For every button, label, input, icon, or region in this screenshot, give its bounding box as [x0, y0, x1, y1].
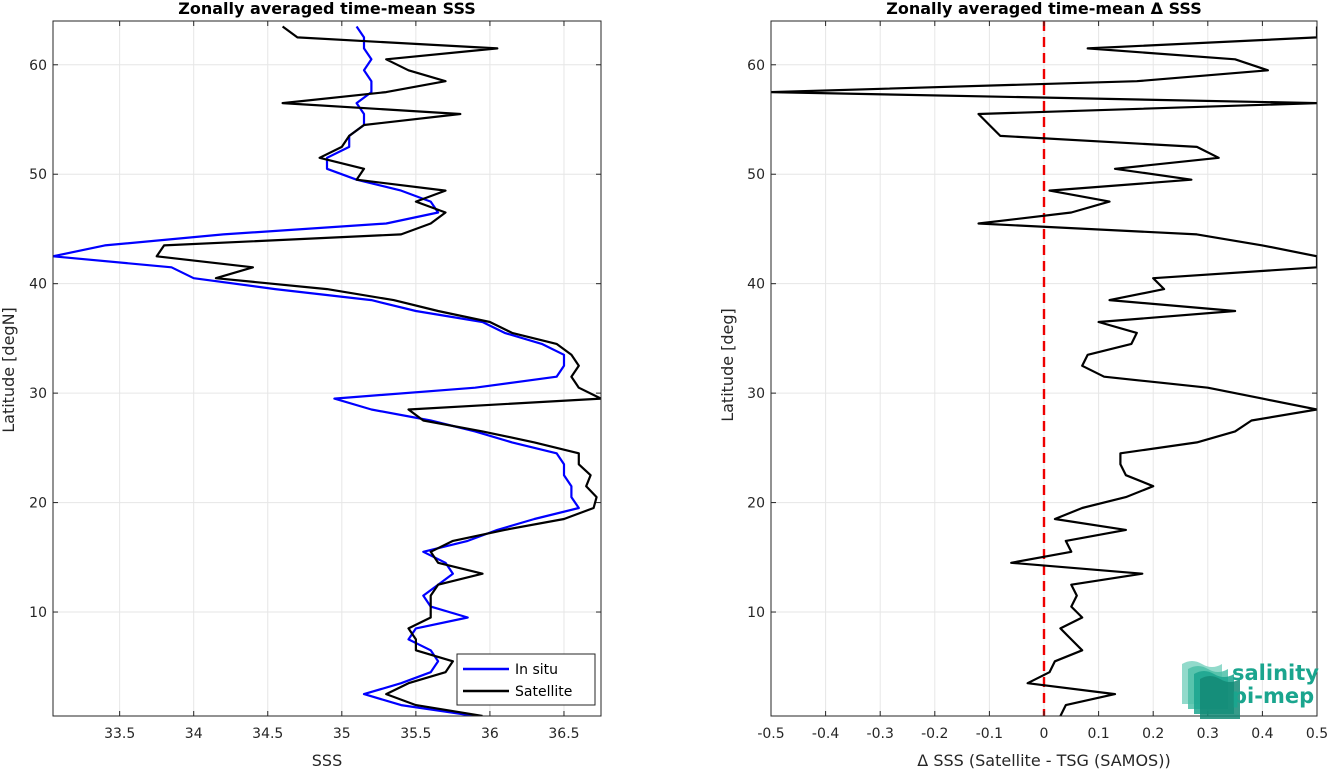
logo-wave-shape	[1200, 676, 1240, 719]
right-x-tick-label: 0.3	[1197, 726, 1219, 742]
right-x-tick-label: 0.4	[1251, 726, 1273, 742]
right-x-tick-label: 0.5	[1306, 726, 1328, 742]
right-x-tick-label: -0.1	[976, 726, 1003, 742]
right-y-axis-label: Latitude [deg]	[718, 308, 737, 422]
right-x-tick-label: 0	[1040, 726, 1049, 742]
left-y-tick-label: 50	[29, 167, 47, 183]
right-y-tick-label: 50	[747, 167, 765, 183]
salinity-pi-mep-logo: salinity pi-mep	[1182, 661, 1319, 719]
right-y-tick-label: 30	[747, 386, 765, 402]
legend-in-situ-label: In situ	[515, 662, 558, 678]
left-y-tick-label: 20	[29, 496, 47, 512]
right-x-tick-label: -0.4	[812, 726, 839, 742]
left-x-tick-label: 36	[481, 726, 499, 742]
left-y-tick-label: 60	[29, 58, 47, 74]
left-ticks: 33.5 34 34.5 35 35.5 36 36.5 10 20 30 40 50 60	[29, 21, 601, 742]
right-ticks: -0.5 -0.4 -0.3 -0.2 -0.1 0 0.1 0.2 0.3 0.4 0.5 10 20…	[747, 21, 1328, 742]
left-in-situ-line	[53, 25, 580, 716]
left-x-tick-label: 34	[185, 726, 203, 742]
right-y-tick-label: 20	[747, 496, 765, 512]
right-chart: -0.5 -0.4 -0.3 -0.2 -0.1 0 0.1 0.2 0.3 0.4 0.5 10 20…	[718, 0, 1328, 769]
left-y-tick-label: 30	[29, 386, 47, 402]
left-x-axis-label: SSS	[312, 751, 342, 769]
left-x-tick-label: 36.5	[548, 726, 579, 742]
left-chart: 33.5 34 34.5 35 35.5 36 36.5 10 20 30 40 50 60 Zonal…	[0, 0, 602, 769]
right-y-tick-label: 40	[747, 277, 765, 293]
right-x-tick-label: 0.2	[1142, 726, 1164, 742]
legend-box	[456, 653, 596, 706]
legend-satellite-label: Satellite	[515, 684, 572, 700]
left-x-tick-label: 34.5	[252, 726, 283, 742]
right-series	[771, 21, 1317, 716]
left-plot-area	[53, 21, 601, 716]
left-x-tick-label: 35.5	[400, 726, 431, 742]
legend: In situ Satellite	[456, 653, 596, 706]
left-series	[53, 25, 601, 716]
left-y-axis-label: Latitude [degN]	[0, 307, 18, 433]
left-x-tick-label: 33.5	[104, 726, 135, 742]
logo-text-salinity: salinity	[1232, 661, 1319, 685]
right-y-tick-label: 60	[747, 58, 765, 74]
left-grid	[53, 21, 601, 716]
right-chart-title: Zonally averaged time-mean Δ SSS	[886, 0, 1202, 18]
right-x-tick-label: -0.5	[757, 726, 784, 742]
right-series-line	[771, 26, 1317, 716]
left-x-tick-label: 35	[333, 726, 351, 742]
right-x-tick-label: -0.3	[867, 726, 894, 742]
right-x-axis-label: Δ SSS (Satellite - TSG (SAMOS))	[917, 751, 1170, 769]
left-y-tick-label: 40	[29, 277, 47, 293]
right-x-tick-label: -0.2	[921, 726, 948, 742]
left-chart-title: Zonally averaged time-mean SSS	[178, 0, 476, 18]
logo-waves-icon	[1182, 661, 1240, 719]
left-axes-box	[52, 20, 602, 717]
left-satellite-line	[155, 25, 601, 716]
logo-text-pi-mep: pi-mep	[1232, 684, 1314, 708]
right-x-tick-label: 0.1	[1087, 726, 1109, 742]
left-y-tick-label: 10	[29, 605, 47, 621]
right-y-tick-label: 10	[747, 605, 765, 621]
